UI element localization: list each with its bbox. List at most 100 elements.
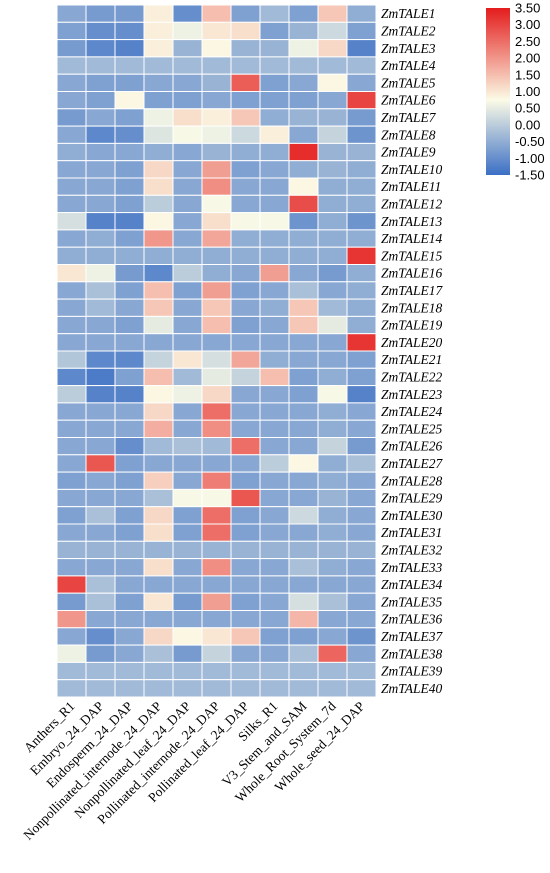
heatmap-cell [317,610,348,629]
heatmap-cell [85,575,116,594]
heatmap-cell [172,506,203,525]
heatmap-cell [56,627,87,646]
heatmap-cell [201,4,232,23]
row-label: ZmTALE35 [381,594,443,609]
heatmap-cell [317,73,348,92]
heatmap-cell [288,419,319,439]
heatmap-cell [56,160,87,179]
row-label: ZmTALE23 [381,387,443,402]
row-label: ZmTALE17 [381,283,444,298]
heatmap-cell [288,644,319,663]
row-label: ZmTALE14 [381,231,443,246]
heatmap-cell [56,402,87,421]
heatmap-cell [201,73,232,92]
heatmap-cell [346,419,377,439]
heatmap-cell [114,471,145,490]
colorbar-tick-label: -1.50 [515,168,545,183]
heatmap-cell [172,56,203,75]
heatmap-cell [259,4,290,23]
heatmap-cell [317,229,348,248]
heatmap-cell [85,281,116,300]
heatmap-cell [201,177,232,196]
heatmap-cell [143,592,174,612]
heatmap-cell [230,540,261,560]
heatmap-cell [317,177,348,196]
heatmap-cell [172,73,203,92]
heatmap-cell [230,91,261,110]
heatmap-cell [114,194,145,214]
heatmap-cell [85,91,116,110]
heatmap-cell [346,367,377,387]
heatmap-cell [56,471,87,490]
heatmap-cell [143,540,174,560]
heatmap-cell [114,523,145,542]
heatmap-cell [56,4,87,23]
heatmap-cell [259,367,290,387]
heatmap-cell [346,298,377,317]
heatmap-cell [85,419,116,439]
heatmap-cell [346,160,377,179]
heatmap-cell [201,627,232,646]
heatmap-cell [143,39,174,58]
row-label: ZmTALE37 [381,629,444,644]
heatmap-cell [85,246,116,265]
heatmap-cell [288,575,319,594]
heatmap-cell [259,385,290,404]
heatmap-cell [230,39,261,58]
heatmap-cell [259,558,290,577]
row-label: ZmTALE38 [381,646,443,661]
heatmap-cell [114,437,145,456]
heatmap-cell [288,471,319,490]
row-label: ZmTALE28 [381,473,443,488]
heatmap-cell [85,488,116,508]
heatmap-cell [85,661,116,681]
heatmap-cell [114,488,145,508]
heatmap-cell [114,575,145,594]
row-label: ZmTALE24 [381,404,443,419]
heatmap-cell [201,454,232,473]
heatmap-cell [230,558,261,577]
colorbar-tick-label: 1.00 [515,84,540,99]
row-label: ZmTALE5 [381,75,436,90]
heatmap-cell [143,558,174,577]
colorbar-tick-label: 3.00 [515,17,540,32]
heatmap-cell [230,73,261,92]
heatmap-cell [56,523,87,542]
heatmap-cell [317,298,348,317]
heatmap-cell [172,298,203,317]
heatmap-cell [172,264,203,283]
heatmap-cell [317,125,348,144]
heatmap-cell [143,333,174,352]
heatmap-cell [172,21,203,41]
heatmap-cell [230,160,261,179]
heatmap-cell [346,627,377,646]
heatmap-cell [114,627,145,646]
heatmap-cell [56,419,87,439]
heatmap-cell [259,610,290,629]
heatmap-cell [143,610,174,629]
heatmap-cell [56,333,87,352]
heatmap-cell [114,264,145,283]
heatmap-cell [230,437,261,456]
heatmap-cell [288,298,319,317]
heatmap-cell [172,385,203,404]
heatmap-cell [85,540,116,560]
heatmap-cell [230,4,261,23]
heatmap-cell [230,21,261,41]
heatmap-cell [201,558,232,577]
heatmap-cell [346,471,377,490]
heatmap-cell [317,644,348,663]
heatmap-cell [230,177,261,196]
heatmap-cell [172,661,203,681]
heatmap-cell [288,177,319,196]
row-label: ZmTALE4 [381,58,436,73]
heatmap-cell [288,661,319,681]
heatmap-cell [85,592,116,612]
heatmap-cell [317,91,348,110]
heatmap-cell [85,385,116,404]
heatmap-cell [317,350,348,369]
heatmap-cell [201,523,232,542]
heatmap-cell [346,661,377,681]
heatmap-cell [288,91,319,110]
heatmap-cell [85,367,116,387]
